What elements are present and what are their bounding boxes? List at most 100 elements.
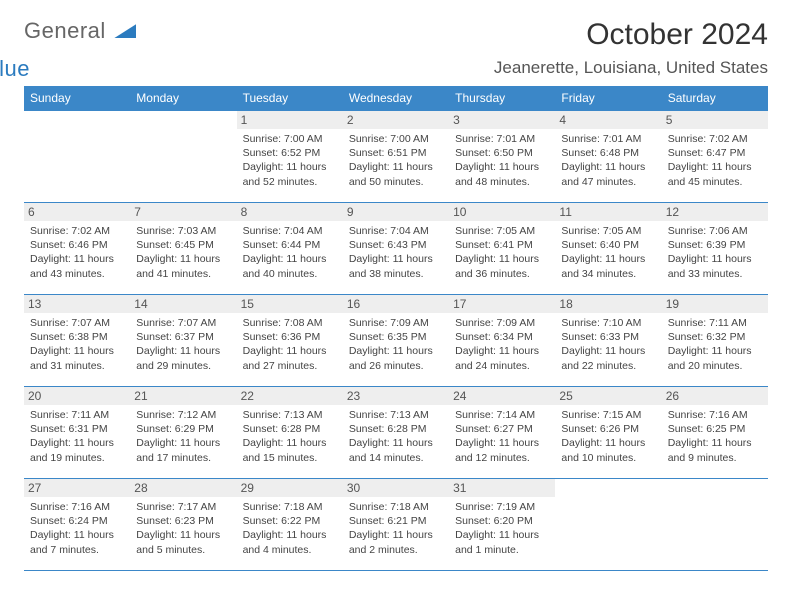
day-number: 22 [237,387,343,405]
sunset-text: Sunset: 6:25 PM [668,422,762,436]
daylight-text-2: and 4 minutes. [243,543,337,557]
cell-text: Sunrise: 7:19 AMSunset: 6:20 PMDaylight:… [455,500,549,557]
sunrise-text: Sunrise: 7:04 AM [349,224,443,238]
daylight-text-1: Daylight: 11 hours [136,252,230,266]
sunset-text: Sunset: 6:52 PM [243,146,337,160]
cell-text: Sunrise: 7:14 AMSunset: 6:27 PMDaylight:… [455,408,549,465]
cell-text: Sunrise: 7:11 AMSunset: 6:32 PMDaylight:… [668,316,762,373]
day-number: 2 [343,111,449,129]
cell-text: Sunrise: 7:13 AMSunset: 6:28 PMDaylight:… [243,408,337,465]
daylight-text-1: Daylight: 11 hours [349,344,443,358]
day-number: 4 [555,111,661,129]
calendar-cell: 10Sunrise: 7:05 AMSunset: 6:41 PMDayligh… [449,203,555,295]
daylight-text-1: Daylight: 11 hours [243,344,337,358]
calendar-row: 20Sunrise: 7:11 AMSunset: 6:31 PMDayligh… [24,387,768,479]
daylight-text-1: Daylight: 11 hours [243,436,337,450]
sunset-text: Sunset: 6:44 PM [243,238,337,252]
calendar-cell: 16Sunrise: 7:09 AMSunset: 6:35 PMDayligh… [343,295,449,387]
daylight-text-1: Daylight: 11 hours [455,344,549,358]
cell-text: Sunrise: 7:18 AMSunset: 6:22 PMDaylight:… [243,500,337,557]
daylight-text-1: Daylight: 11 hours [30,252,124,266]
calendar-cell: 27Sunrise: 7:16 AMSunset: 6:24 PMDayligh… [24,479,130,571]
daylight-text-1: Daylight: 11 hours [455,252,549,266]
calendar-cell: 26Sunrise: 7:16 AMSunset: 6:25 PMDayligh… [662,387,768,479]
cell-text: Sunrise: 7:06 AMSunset: 6:39 PMDaylight:… [668,224,762,281]
daylight-text-2: and 5 minutes. [136,543,230,557]
sunrise-text: Sunrise: 7:02 AM [30,224,124,238]
sunrise-text: Sunrise: 7:01 AM [455,132,549,146]
daylight-text-2: and 50 minutes. [349,175,443,189]
weekday-header: Friday [555,86,661,111]
cell-text: Sunrise: 7:15 AMSunset: 6:26 PMDaylight:… [561,408,655,465]
sunset-text: Sunset: 6:51 PM [349,146,443,160]
daylight-text-2: and 33 minutes. [668,267,762,281]
calendar-cell: 3Sunrise: 7:01 AMSunset: 6:50 PMDaylight… [449,111,555,203]
header: General Blue October 2024 Jeanerette, Lo… [24,18,768,78]
calendar-cell: 5Sunrise: 7:02 AMSunset: 6:47 PMDaylight… [662,111,768,203]
cell-text: Sunrise: 7:04 AMSunset: 6:43 PMDaylight:… [349,224,443,281]
sunset-text: Sunset: 6:31 PM [30,422,124,436]
calendar-cell [555,479,661,571]
sunrise-text: Sunrise: 7:15 AM [561,408,655,422]
daylight-text-2: and 10 minutes. [561,451,655,465]
daylight-text-2: and 36 minutes. [455,267,549,281]
cell-text: Sunrise: 7:16 AMSunset: 6:25 PMDaylight:… [668,408,762,465]
daylight-text-2: and 52 minutes. [243,175,337,189]
daylight-text-2: and 14 minutes. [349,451,443,465]
logo-text-blue: Blue [0,56,30,81]
cell-text: Sunrise: 7:11 AMSunset: 6:31 PMDaylight:… [30,408,124,465]
calendar-cell: 31 Sunrise: 7:19 AMSunset: 6:20 PMDayligh… [449,479,555,571]
daylight-text-1: Daylight: 11 hours [668,160,762,174]
sunset-text: Sunset: 6:29 PM [136,422,230,436]
sunrise-text: Sunrise: 7:07 AM [30,316,124,330]
weekday-header: Monday [130,86,236,111]
sunrise-text: Sunrise: 7:01 AM [561,132,655,146]
logo-triangle-icon [114,24,136,38]
sunrise-text: Sunrise: 7:07 AM [136,316,230,330]
daylight-text-1: Daylight: 11 hours [30,436,124,450]
day-number: 30 [343,479,449,497]
sunrise-text: Sunrise: 7:16 AM [30,500,124,514]
cell-text: Sunrise: 7:17 AMSunset: 6:23 PMDaylight:… [136,500,230,557]
calendar-cell: 8 Sunrise: 7:04 AMSunset: 6:44 PMDaylight… [237,203,343,295]
sunset-text: Sunset: 6:40 PM [561,238,655,252]
day-number: 17 [449,295,555,313]
sunset-text: Sunset: 6:28 PM [349,422,443,436]
daylight-text-2: and 15 minutes. [243,451,337,465]
day-number: 13 [24,295,130,313]
weekday-header-row: SundayMondayTuesdayWednesdayThursdayFrid… [24,86,768,111]
daylight-text-1: Daylight: 11 hours [243,252,337,266]
day-number: 8 [237,203,343,221]
daylight-text-2: and 19 minutes. [30,451,124,465]
sunrise-text: Sunrise: 7:04 AM [243,224,337,238]
weekday-header: Wednesday [343,86,449,111]
daylight-text-2: and 38 minutes. [349,267,443,281]
daylight-text-1: Daylight: 11 hours [30,528,124,542]
daylight-text-2: and 47 minutes. [561,175,655,189]
daylight-text-1: Daylight: 11 hours [349,436,443,450]
calendar-row: 13Sunrise: 7:07 AMSunset: 6:38 PMDayligh… [24,295,768,387]
day-number: 25 [555,387,661,405]
sunset-text: Sunset: 6:23 PM [136,514,230,528]
day-number: 31 [449,479,555,497]
cell-text: Sunrise: 7:03 AMSunset: 6:45 PMDaylight:… [136,224,230,281]
sunset-text: Sunset: 6:33 PM [561,330,655,344]
day-number: 12 [662,203,768,221]
calendar-cell: 2Sunrise: 7:00 AMSunset: 6:51 PMDaylight… [343,111,449,203]
daylight-text-1: Daylight: 11 hours [455,436,549,450]
weekday-header: Saturday [662,86,768,111]
daylight-text-2: and 12 minutes. [455,451,549,465]
daylight-text-2: and 7 minutes. [30,543,124,557]
day-number: 1 [237,111,343,129]
calendar-cell: 24Sunrise: 7:14 AMSunset: 6:27 PMDayligh… [449,387,555,479]
day-number: 21 [130,387,236,405]
daylight-text-2: and 29 minutes. [136,359,230,373]
sunrise-text: Sunrise: 7:09 AM [455,316,549,330]
day-number: 6 [24,203,130,221]
calendar-cell: 9Sunrise: 7:04 AMSunset: 6:43 PMDaylight… [343,203,449,295]
cell-text: Sunrise: 7:09 AMSunset: 6:34 PMDaylight:… [455,316,549,373]
sunset-text: Sunset: 6:28 PM [243,422,337,436]
cell-text: Sunrise: 7:01 AMSunset: 6:48 PMDaylight:… [561,132,655,189]
day-number: 15 [237,295,343,313]
weekday-header: Sunday [24,86,130,111]
